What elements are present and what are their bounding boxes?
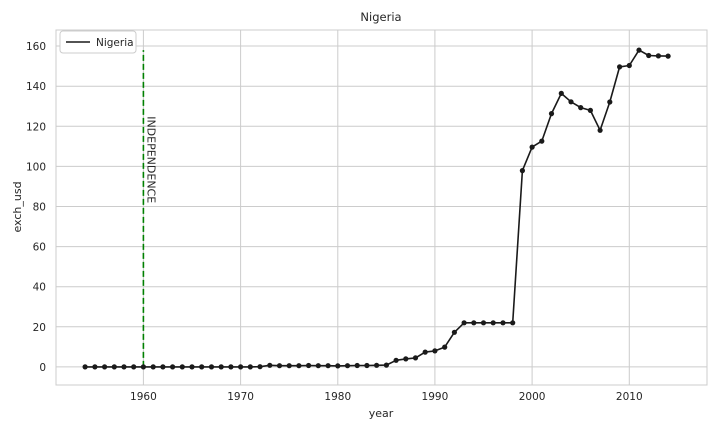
- data-point: [160, 364, 166, 370]
- data-point: [82, 364, 88, 370]
- data-point: [655, 53, 662, 59]
- y-tick-label: 80: [33, 202, 46, 214]
- data-point: [325, 363, 331, 369]
- data-point: [471, 320, 477, 326]
- data-point: [238, 364, 244, 370]
- y-tick-label: 120: [26, 121, 46, 133]
- data-point: [111, 364, 117, 370]
- data-point: [364, 362, 370, 369]
- data-point: [121, 364, 127, 370]
- data-point: [442, 344, 448, 350]
- data-point: [228, 364, 234, 370]
- data-point: [461, 320, 467, 326]
- legend-box: [59, 30, 137, 54]
- data-point: [102, 364, 108, 370]
- independence-annotation: INDEPENDENCE: [144, 116, 157, 203]
- x-tick-label: 2010: [616, 391, 643, 403]
- grid: [56, 30, 707, 385]
- data-point: [558, 90, 564, 96]
- data-point: [393, 357, 399, 363]
- x-axis-ticks: 1960 1970 1980 1990 2000 2010: [130, 391, 643, 403]
- data-point: [247, 364, 253, 370]
- y-tick-label: 0: [39, 362, 46, 374]
- data-point: [578, 105, 584, 111]
- y-tick-label: 60: [33, 242, 46, 254]
- data-point: [519, 168, 526, 174]
- data-point: [636, 47, 642, 53]
- data-point: [344, 363, 351, 369]
- data-point: [286, 363, 292, 369]
- chart-title: Nigeria: [360, 10, 401, 24]
- annotations: INDEPENDENCE: [142, 50, 157, 367]
- data-point: [306, 362, 312, 369]
- data-point: [170, 364, 176, 370]
- data-point: [403, 356, 409, 362]
- data-point: [480, 320, 487, 326]
- y-tick-label: 160: [26, 41, 46, 53]
- data-point: [568, 99, 574, 105]
- data-point: [597, 127, 603, 133]
- data-point: [510, 320, 516, 326]
- data-point: [276, 363, 283, 369]
- data-point: [218, 364, 224, 370]
- data-point: [199, 364, 205, 370]
- data-point: [267, 362, 273, 368]
- y-tick-label: 140: [26, 81, 46, 93]
- x-axis-label: year: [369, 407, 394, 420]
- data-point: [354, 362, 360, 369]
- data-point: [315, 363, 321, 369]
- data-point: [587, 107, 594, 113]
- data-point: [500, 320, 506, 326]
- data-point: [131, 364, 137, 370]
- data-point: [189, 364, 195, 370]
- data-point: [617, 64, 623, 70]
- series: [82, 47, 671, 370]
- y-axis-ticks: 0 20 40 60 80 100 120 140 160: [26, 41, 46, 374]
- data-point: [539, 138, 545, 144]
- plot-frame: [55, 29, 708, 386]
- data-point: [208, 364, 215, 370]
- x-tick-label: 1990: [422, 391, 449, 403]
- data-point: [412, 355, 419, 361]
- data-point: [140, 364, 146, 370]
- y-tick-label: 20: [33, 322, 46, 334]
- x-tick-label: 1970: [227, 391, 254, 403]
- legend-label: Nigeria: [96, 37, 134, 49]
- data-point: [529, 144, 535, 150]
- data-point: [179, 364, 185, 370]
- y-tick-label: 100: [26, 161, 46, 173]
- data-point: [296, 363, 302, 369]
- data-point: [665, 53, 671, 59]
- x-tick-label: 2000: [519, 391, 546, 403]
- data-point: [490, 320, 496, 326]
- y-axis-label: exch_usd: [11, 181, 24, 232]
- data-point: [451, 329, 457, 335]
- x-tick-label: 1980: [324, 391, 351, 403]
- data-point: [92, 364, 98, 370]
- data-point: [335, 363, 341, 369]
- y-tick-label: 40: [33, 282, 46, 294]
- legend: Nigeria: [59, 30, 137, 54]
- data-point: [383, 362, 389, 368]
- data-point: [150, 364, 156, 370]
- x-tick-label: 1960: [130, 391, 157, 403]
- data-point: [548, 111, 555, 117]
- data-point: [607, 99, 613, 105]
- data-point: [257, 364, 263, 370]
- data-point: [422, 349, 428, 355]
- data-point: [374, 362, 380, 368]
- data-point: [626, 62, 632, 69]
- data-point: [432, 348, 438, 354]
- data-point: [646, 52, 652, 59]
